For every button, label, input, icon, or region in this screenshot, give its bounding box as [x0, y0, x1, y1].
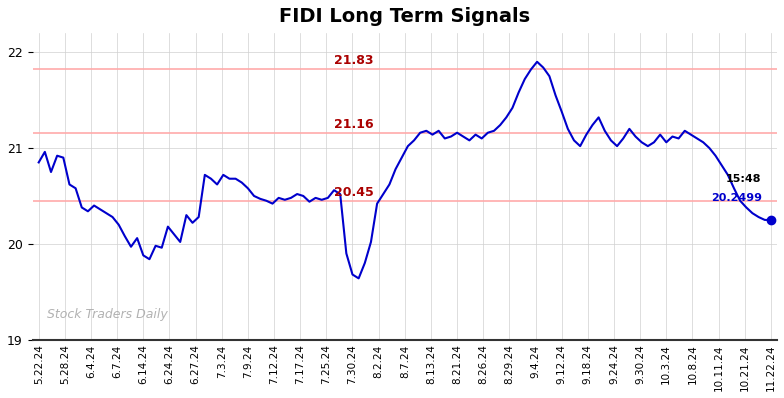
- Text: 20.2499: 20.2499: [710, 193, 762, 203]
- Title: FIDI Long Term Signals: FIDI Long Term Signals: [279, 7, 530, 26]
- Text: 21.83: 21.83: [334, 54, 373, 67]
- Text: 15:48: 15:48: [726, 174, 762, 183]
- Text: Stock Traders Daily: Stock Traders Daily: [47, 308, 169, 321]
- Text: 21.16: 21.16: [334, 118, 373, 131]
- Text: 20.45: 20.45: [334, 186, 373, 199]
